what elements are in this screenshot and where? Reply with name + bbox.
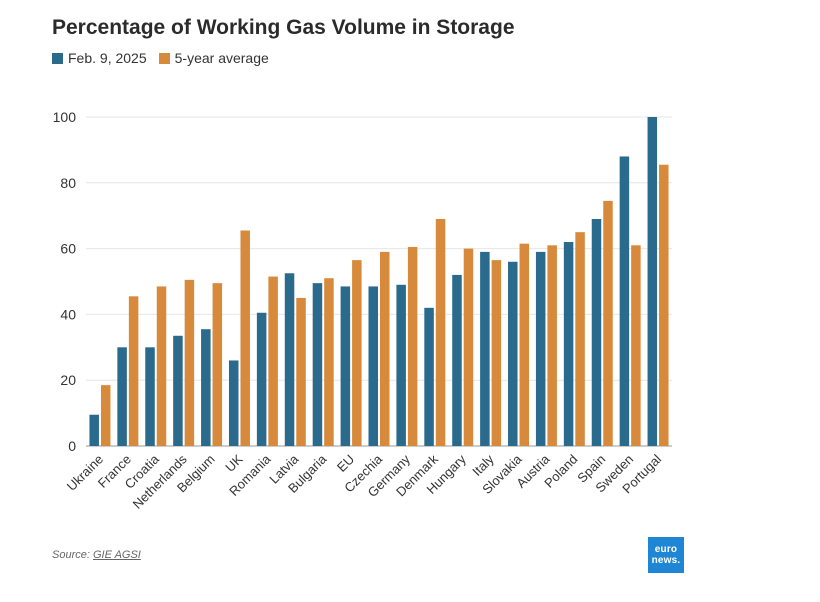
bar-bulgaria-5yr-average [324,278,334,446]
bar-ukraine-5yr-average [100,385,111,446]
source-note: Source: GIE AGSI [52,549,141,561]
bar-netherlands-feb-2025 [173,335,183,446]
bar-ukraine-feb-2025 [89,414,99,446]
bar-croatia-feb-2025 [145,347,155,446]
bar-latvia-feb-2025 [284,273,295,446]
y-tick-label-100: 100 [53,109,77,125]
bar-belgium-feb-2025 [201,329,211,446]
logo-line2: news. [651,555,681,566]
bar-germany-5yr-average [407,246,418,446]
bar-eu-5yr-average [352,260,362,446]
bar-eu-feb-2025 [340,286,351,446]
bar-czechia-feb-2025 [368,286,378,446]
bar-sweden-5yr-average [631,245,641,446]
bar-sweden-feb-2025 [619,156,630,447]
bar-romania-feb-2025 [256,312,267,446]
logo-line1: euro [654,544,678,555]
bar-czechia-5yr-average [380,251,390,446]
bar-italy-feb-2025 [480,251,490,446]
bar-slovakia-feb-2025 [508,261,518,446]
legend-swatch-5yr-average [158,52,170,64]
y-tick-label-20: 20 [60,372,76,388]
bar-france-5yr-average [128,296,139,446]
bar-portugal-feb-2025 [647,117,658,446]
source-link[interactable]: GIE AGSI [92,549,141,561]
y-tick-label-80: 80 [60,175,76,191]
bar-austria-feb-2025 [535,251,546,446]
bar-hungary-5yr-average [463,248,474,446]
legend-swatch-feb-2025 [52,52,63,64]
bar-italy-5yr-average [491,260,502,446]
bar-france-feb-2025 [117,347,127,446]
bar-belgium-5yr-average [212,283,223,446]
bar-germany-feb-2025 [396,284,406,446]
legend-item-5yr-average: 5-year average [158,50,269,66]
chart-title: Percentage of Working Gas Volume in Stor… [52,16,515,39]
source-prefix: Source: [52,549,93,561]
legend-item-feb-2025: Feb. 9, 2025 [52,50,147,66]
bar-croatia-5yr-average [156,286,167,446]
bar-spain-5yr-average [603,200,613,446]
bar-bulgaria-feb-2025 [312,283,323,446]
bar-uk-feb-2025 [228,360,239,446]
bar-romania-5yr-average [268,276,278,446]
legend-label-feb-2025: Feb. 9, 2025 [68,50,147,66]
bar-denmark-feb-2025 [424,307,434,446]
bar-denmark-5yr-average [435,218,446,446]
legend: Feb. 9, 2025 5-year average [52,50,281,66]
bar-slovakia-5yr-average [519,243,530,446]
bar-portugal-5yr-average [659,164,669,446]
bar-uk-5yr-average [240,230,250,446]
bar-spain-feb-2025 [591,218,602,446]
bar-poland-5yr-average [575,232,585,446]
bar-latvia-5yr-average [296,297,306,446]
bar-austria-5yr-average [547,245,557,446]
bar-hungary-feb-2025 [452,274,462,446]
euronews-logo: euro news. [648,537,684,573]
bar-poland-feb-2025 [563,242,574,446]
x-tick-label-ukraine: Ukraine [64,452,106,494]
bar-netherlands-5yr-average [184,279,195,446]
legend-label-5yr-average: 5-year average [174,50,269,66]
y-tick-label-40: 40 [60,306,76,322]
y-tick-label-0: 0 [68,438,76,454]
y-tick-label-60: 60 [60,241,76,257]
